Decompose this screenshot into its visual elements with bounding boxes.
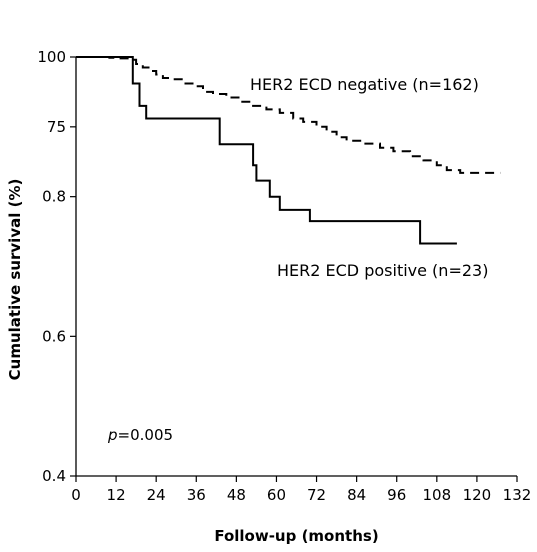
series-line-negative [76,56,501,174]
y-axis-title: Cumulative survival (%) [6,179,24,381]
y-tick-label: 75 [47,118,66,136]
p-value-text: =0.005 [118,426,174,444]
x-tick-label: 120 [463,486,492,504]
x-tick-label: 36 [187,486,206,504]
y-tick-label: 0.4 [42,467,66,485]
x-tick-label: 48 [227,486,246,504]
y-tick-label: 0.6 [42,327,66,345]
series-label-negative: HER2 ECD negative (n=162) [250,75,479,94]
p-value-annotation: p=0.005 [107,426,173,444]
x-tick-label: 96 [387,486,406,504]
x-tick-label: 24 [147,486,166,504]
y-tick-label: 0.8 [42,188,66,206]
x-tick-label: 12 [107,486,126,504]
x-tick-label: 84 [347,486,366,504]
series-label-positive: HER2 ECD positive (n=23) [277,261,488,280]
series-line-positive [76,56,457,245]
y-tick-label: 100 [37,48,66,66]
series-layer [76,56,501,245]
x-axis-title: Follow-up (months) [214,527,378,545]
y-axis-ticks: 100 75 0.8 0.6 0.4 [37,48,76,485]
x-tick-label: 0 [71,486,81,504]
x-tick-label: 108 [422,486,451,504]
x-axis-ticks: 0 12 24 36 48 60 72 84 96 108 120 132 [71,476,531,504]
p-value-symbol: p [107,426,118,444]
x-tick-label: 60 [267,486,286,504]
x-tick-label: 132 [503,486,532,504]
x-tick-label: 72 [307,486,326,504]
